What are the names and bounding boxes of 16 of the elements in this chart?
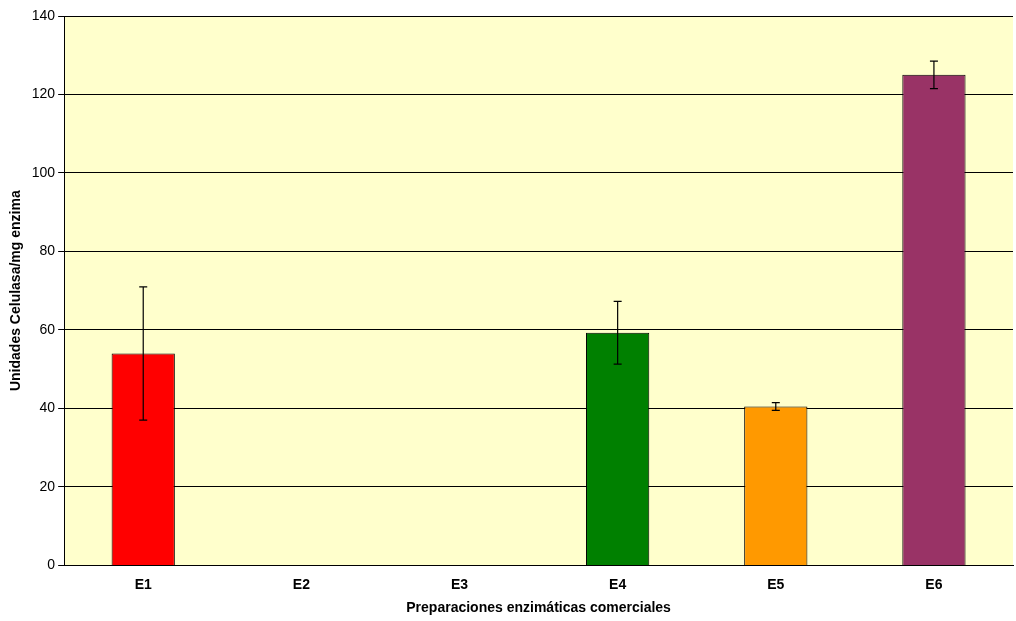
x-tick-label: E1	[134, 575, 152, 592]
y-axis-title: Unidades Celulasa/mg enzima	[7, 190, 24, 392]
x-axis-title: Preparaciones enzimáticas comerciales	[406, 599, 672, 616]
y-tick-label: 100	[31, 163, 56, 180]
y-tick-label: 120	[31, 85, 56, 102]
x-tick-label: E4	[609, 575, 627, 592]
y-tick-label: 140	[31, 6, 56, 23]
x-tick-label: E3	[450, 575, 469, 592]
y-tick-label: 20	[39, 477, 56, 494]
x-tick-label: E6	[925, 575, 943, 592]
x-tick-label: E5	[767, 575, 785, 592]
y-tick-label: 40	[39, 399, 56, 416]
y-tick-label: 80	[39, 242, 56, 259]
y-tick-label: 60	[39, 320, 56, 337]
y-tick-label: 0	[47, 556, 56, 573]
x-tick-label: E2	[292, 575, 311, 592]
